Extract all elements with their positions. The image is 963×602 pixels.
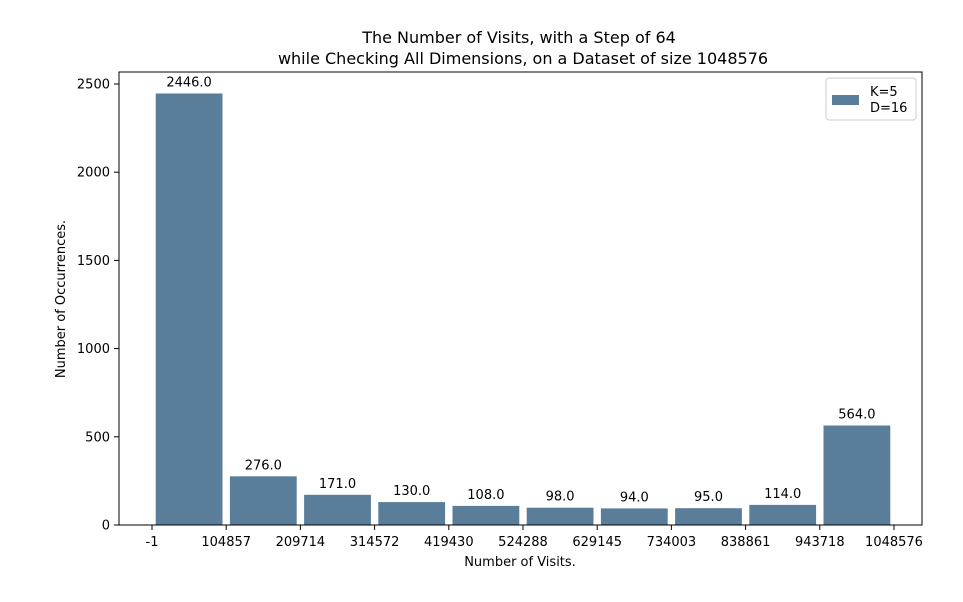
y-tick-label: 2500	[77, 77, 110, 92]
bar-value-label-7: 94.0	[620, 490, 649, 505]
y-tick-label: 0	[102, 519, 110, 534]
legend-label-line1: K=5	[870, 85, 898, 100]
x-tick-label: 1048576	[865, 535, 923, 550]
bar-7	[600, 508, 668, 525]
bar-5	[452, 505, 520, 525]
bar-value-label-5: 108.0	[467, 488, 504, 503]
legend-swatch	[832, 95, 859, 105]
y-tick-label: 2000	[77, 166, 110, 181]
bar-value-label-2: 276.0	[245, 458, 282, 473]
x-tick-label: 838861	[721, 535, 771, 550]
bar-value-label-9: 114.0	[764, 487, 801, 502]
bar-value-label-4: 130.0	[393, 484, 430, 499]
bar-9	[749, 504, 817, 525]
bar-1	[155, 93, 223, 525]
bar-2	[229, 476, 297, 525]
bar-10	[823, 425, 891, 525]
x-tick-label: 209714	[276, 535, 326, 550]
x-tick-label: 734003	[647, 535, 697, 550]
x-tick-label: 419430	[424, 535, 474, 550]
bar-value-label-8: 95.0	[694, 490, 723, 505]
x-tick-label: -1	[146, 535, 159, 550]
legend-frame	[825, 77, 917, 121]
y-tick-label: 500	[85, 430, 110, 445]
bar-3	[304, 494, 371, 525]
bar-value-label-6: 98.0	[546, 490, 575, 505]
x-axis-label: Number of Visits.	[464, 555, 576, 570]
y-tick-label: 1000	[77, 342, 110, 357]
bar-value-label-3: 171.0	[319, 477, 356, 492]
legend-label-line2: D=16	[870, 101, 907, 116]
value-labels-group: 2446.0 276.0 171.0 130.0 108.0 98.0 94.0 95.0 11…	[166, 76, 875, 506]
x-tick-label: 524288	[498, 535, 548, 550]
bar-6	[526, 507, 594, 525]
x-tick-label: 314572	[350, 535, 400, 550]
bar-value-label-1: 2446.0	[166, 76, 212, 91]
x-axis: -1 104857 209714 314572 419430 524288 629145 73…	[146, 525, 923, 550]
x-tick-label: 943718	[795, 535, 845, 550]
chart-title-line2: while Checking All Dimensions, on a Data…	[278, 49, 768, 68]
x-tick-label: 104857	[201, 535, 251, 550]
y-tick-label: 1500	[77, 254, 110, 269]
plot-frame	[118, 71, 923, 526]
bars-group	[155, 93, 891, 525]
bar-value-label-10: 564.0	[838, 408, 875, 423]
bar-4	[378, 502, 446, 525]
x-tick-label: 629145	[572, 535, 622, 550]
y-axis-label: Number of Occurrences.	[54, 220, 69, 378]
legend: K=5 D=16	[825, 77, 917, 121]
bar-8	[675, 508, 742, 525]
chart-title-line1: The Number of Visits, with a Step of 64	[361, 28, 676, 47]
y-axis: 0 500 1000 1500 2000 2500	[77, 77, 119, 534]
